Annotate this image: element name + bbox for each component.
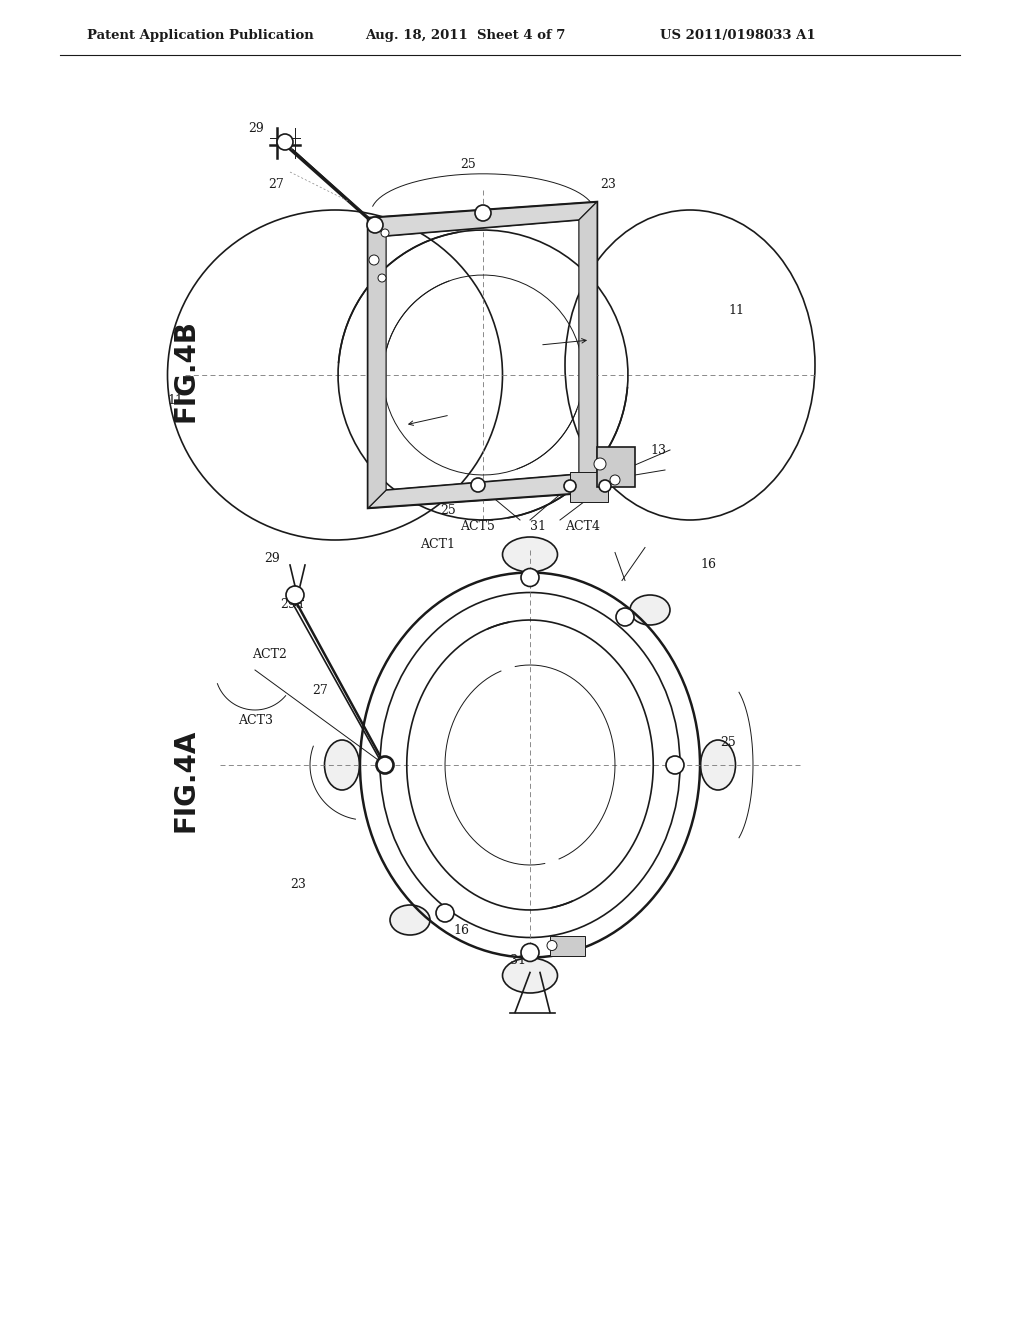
Text: ACT2: ACT2 xyxy=(252,648,287,661)
Ellipse shape xyxy=(390,906,430,935)
Circle shape xyxy=(475,205,490,220)
Circle shape xyxy=(666,756,684,774)
Circle shape xyxy=(369,255,379,265)
Circle shape xyxy=(378,275,386,282)
Polygon shape xyxy=(550,936,585,956)
Polygon shape xyxy=(570,473,608,502)
Text: 13: 13 xyxy=(650,444,666,457)
Text: 23: 23 xyxy=(600,178,615,191)
Text: FIG.4A: FIG.4A xyxy=(172,729,200,832)
Circle shape xyxy=(367,216,383,234)
Text: 27: 27 xyxy=(312,684,328,697)
Text: 29a: 29a xyxy=(280,598,303,611)
Text: ACT4: ACT4 xyxy=(565,520,600,533)
Ellipse shape xyxy=(630,595,670,624)
Ellipse shape xyxy=(325,741,359,789)
Text: 27: 27 xyxy=(268,178,284,191)
Polygon shape xyxy=(368,218,386,508)
Text: 23: 23 xyxy=(290,879,306,891)
Circle shape xyxy=(547,940,557,950)
Ellipse shape xyxy=(700,741,735,789)
Circle shape xyxy=(471,478,485,492)
Text: ACT5: ACT5 xyxy=(460,520,495,533)
Ellipse shape xyxy=(503,537,557,572)
Text: 29: 29 xyxy=(248,121,264,135)
Text: FIG.4B: FIG.4B xyxy=(172,318,200,421)
Circle shape xyxy=(616,609,634,626)
Circle shape xyxy=(376,756,394,774)
Text: 29: 29 xyxy=(264,552,280,565)
Circle shape xyxy=(278,135,293,150)
Text: US 2011/0198033 A1: US 2011/0198033 A1 xyxy=(660,29,816,41)
Text: 25: 25 xyxy=(440,503,456,516)
Text: 11: 11 xyxy=(167,393,183,407)
Circle shape xyxy=(564,480,575,492)
Ellipse shape xyxy=(503,958,557,993)
Circle shape xyxy=(436,904,454,921)
Text: ACT3: ACT3 xyxy=(238,714,273,726)
Circle shape xyxy=(599,480,611,492)
Text: Patent Application Publication: Patent Application Publication xyxy=(87,29,313,41)
Circle shape xyxy=(610,475,620,484)
Circle shape xyxy=(286,586,304,605)
Circle shape xyxy=(594,458,606,470)
Circle shape xyxy=(521,944,539,961)
Text: 11: 11 xyxy=(728,304,744,317)
Text: 25: 25 xyxy=(720,735,736,748)
Circle shape xyxy=(377,756,393,774)
Text: 31: 31 xyxy=(530,520,546,533)
Text: Aug. 18, 2011  Sheet 4 of 7: Aug. 18, 2011 Sheet 4 of 7 xyxy=(365,29,565,41)
Text: ACT1: ACT1 xyxy=(420,539,455,552)
Text: 16: 16 xyxy=(700,558,716,572)
Text: 25: 25 xyxy=(460,158,476,172)
Polygon shape xyxy=(368,474,597,508)
Polygon shape xyxy=(368,202,597,236)
Polygon shape xyxy=(597,447,635,487)
Text: 31: 31 xyxy=(510,953,526,966)
Text: 16: 16 xyxy=(453,924,469,936)
Polygon shape xyxy=(579,202,597,492)
Circle shape xyxy=(381,228,389,238)
Circle shape xyxy=(521,569,539,586)
